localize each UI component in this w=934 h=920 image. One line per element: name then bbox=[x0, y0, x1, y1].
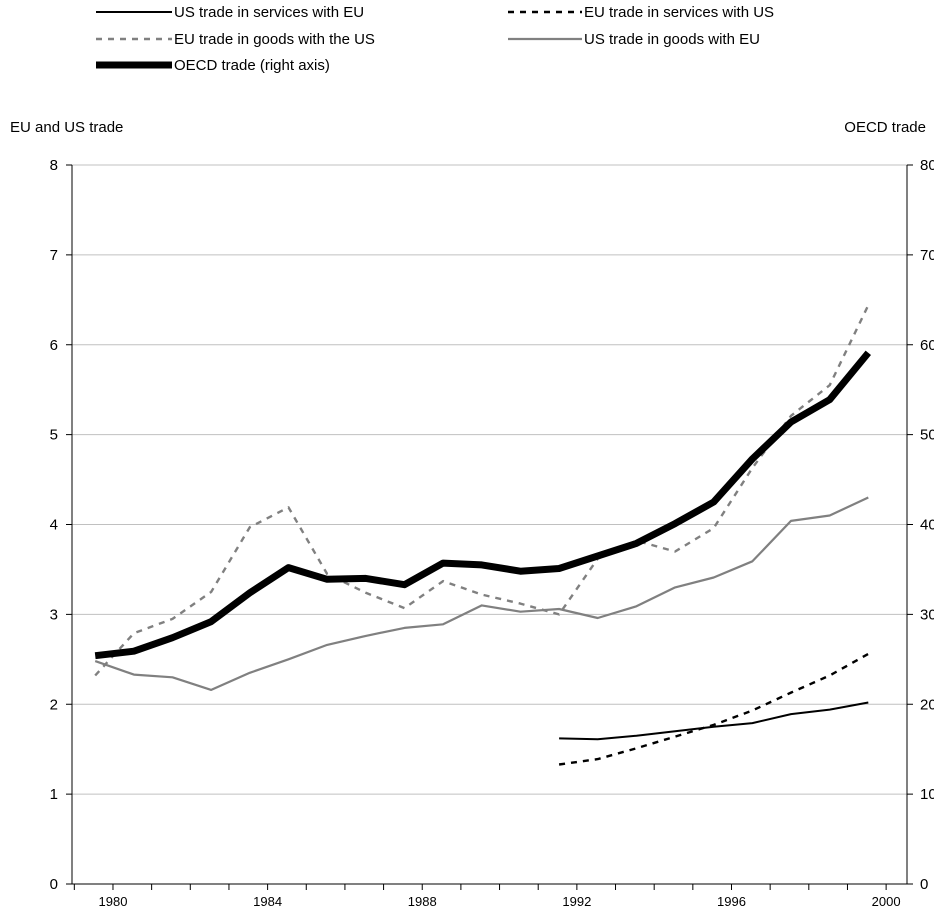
right-tick-label: 0 bbox=[920, 876, 928, 893]
right-tick-label: 80 bbox=[920, 157, 934, 174]
left-tick-label: 8 bbox=[50, 157, 58, 174]
right-tick-label: 70 bbox=[920, 247, 934, 264]
series-us-trade-in-services-with-eu bbox=[559, 701, 869, 741]
x-tick-label: 1996 bbox=[717, 894, 746, 909]
legend-label-us-trade-in-services-with-eu: US trade in services with EU bbox=[174, 4, 364, 21]
right-tick-label: 10 bbox=[920, 786, 934, 803]
right-tick-label: 60 bbox=[920, 337, 934, 354]
x-tick-label: 1992 bbox=[562, 894, 591, 909]
legend-label-oecd-trade-right-axis: OECD trade (right axis) bbox=[174, 57, 330, 74]
left-tick-label: 7 bbox=[50, 247, 58, 264]
right-tick-label: 50 bbox=[920, 427, 934, 444]
right-tick-label: 30 bbox=[920, 606, 934, 623]
left-tick-label: 4 bbox=[50, 517, 58, 534]
x-tick-label: 1988 bbox=[408, 894, 437, 909]
axes bbox=[66, 164, 913, 890]
legend: US trade in services with EU EU trade in … bbox=[96, 4, 774, 74]
series-lines bbox=[94, 304, 872, 766]
series-eu-trade-in-services-with-us bbox=[558, 652, 869, 766]
right-axis-title: OECD trade bbox=[844, 119, 926, 136]
series-us-trade-in-goods-with-eu bbox=[94, 496, 869, 691]
left-tick-label: 1 bbox=[50, 786, 58, 803]
x-tick-label: 1980 bbox=[99, 894, 128, 909]
legend-label-eu-trade-in-goods-with-the-us: EU trade in goods with the US bbox=[174, 31, 375, 48]
gridlines bbox=[72, 164, 907, 795]
right-tick-label: 40 bbox=[920, 517, 934, 534]
legend-label-eu-trade-in-services-with-us: EU trade in services with US bbox=[584, 4, 774, 21]
right-tick-label: 20 bbox=[920, 696, 934, 713]
x-tick-label: 1984 bbox=[253, 894, 282, 909]
left-tick-label: 6 bbox=[50, 337, 58, 354]
legend-label-us-trade-in-goods-with-eu: US trade in goods with EU bbox=[584, 31, 760, 48]
left-axis-title: EU and US trade bbox=[10, 119, 123, 136]
series-eu-trade-in-goods-with-the-us bbox=[94, 304, 870, 677]
left-tick-label: 3 bbox=[50, 606, 58, 623]
left-tick-label: 2 bbox=[50, 696, 58, 713]
left-tick-label: 5 bbox=[50, 427, 58, 444]
x-tick-label: 2000 bbox=[872, 894, 901, 909]
left-tick-label: 0 bbox=[50, 876, 58, 893]
series-oecd-trade-right-axis bbox=[94, 350, 872, 660]
